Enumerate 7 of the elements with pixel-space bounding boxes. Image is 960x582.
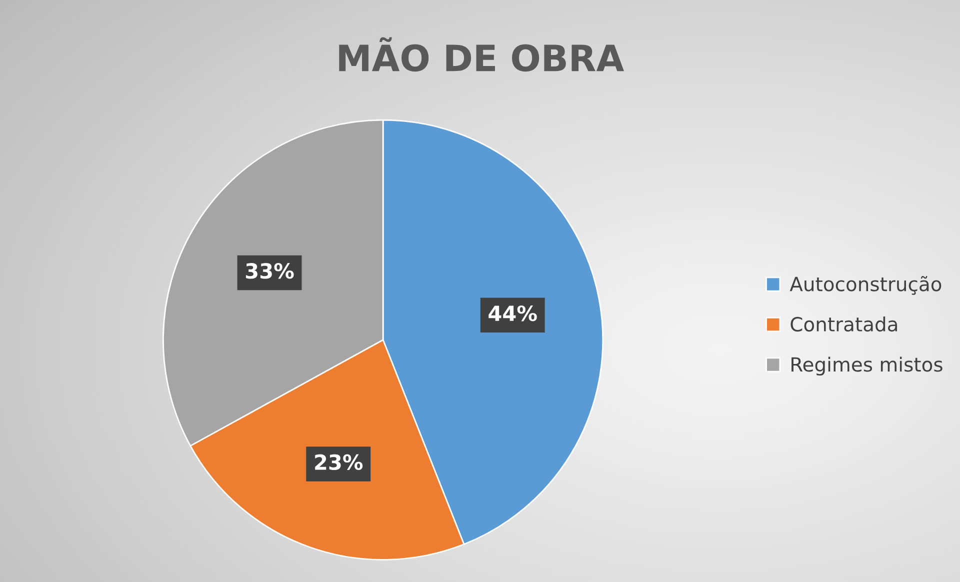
legend-label: Autoconstrução xyxy=(790,276,942,295)
data-label: 23% xyxy=(315,454,363,470)
chart-title: MÃO DE OBRA xyxy=(339,37,624,72)
data-label: 44% xyxy=(488,305,537,322)
legend-label: Contratada xyxy=(790,316,897,332)
data-label: 33% xyxy=(246,263,294,279)
legend-label: Regimes mistos xyxy=(792,356,942,376)
